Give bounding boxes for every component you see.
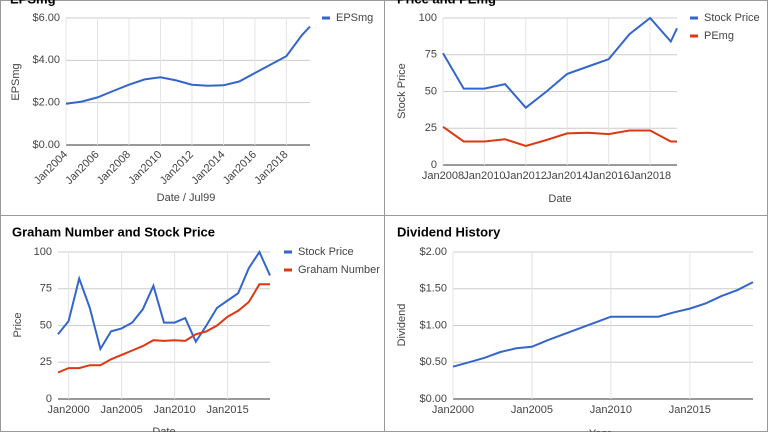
y-axis-title: Dividend (396, 304, 408, 347)
x-tick-label: Jan2000 (432, 404, 474, 416)
series-line (452, 281, 754, 368)
x-tick-label: Jan2012 (505, 170, 547, 182)
y-tick-label: $1.50 (419, 283, 447, 295)
y-tick-label: $0.00 (419, 393, 447, 405)
legend-label: EPSmg (336, 12, 373, 24)
x-tick-label: Jan2010 (590, 404, 632, 416)
legend-label: Stock Price (704, 12, 760, 24)
y-tick-label: 25 (40, 356, 52, 368)
y-axis-title: Price (12, 312, 24, 337)
y-tick-label: $0.50 (419, 356, 447, 368)
x-tick-label: Jan2005 (100, 404, 142, 416)
x-tick-label: Jan2015 (669, 404, 711, 416)
y-tick-label: $6.00 (32, 12, 60, 24)
y-tick-label: $4.00 (32, 54, 60, 66)
y-tick-label: 25 (425, 122, 437, 134)
x-tick-label: Jan2015 (206, 404, 248, 416)
x-tick-label: Jan2014 (546, 170, 588, 182)
series-line (57, 249, 271, 352)
y-tick-label: 50 (425, 85, 437, 97)
y-axis-title: EPSmg (10, 63, 22, 100)
legend-label: Graham Number (298, 264, 380, 276)
y-axis-title: Stock Price (396, 63, 408, 119)
x-tick-label: Jan2010 (463, 170, 505, 182)
x-axis-title: Date (152, 426, 175, 432)
chart-title: Graham Number and Stock Price (12, 224, 215, 239)
series-line (442, 125, 677, 147)
x-tick-label: Jan2018 (629, 170, 671, 182)
x-axis-title: Date / Jul99 (157, 192, 216, 204)
x-axis-title: Year (589, 428, 612, 432)
y-tick-label: 0 (46, 393, 52, 405)
y-tick-label: $2.00 (32, 97, 60, 109)
x-axis-title: Date (548, 193, 571, 205)
x-tick-label: Jan2016 (588, 170, 630, 182)
chart-title: Dividend History (397, 224, 501, 239)
chart-title: Price and PEmg (397, 0, 496, 6)
y-tick-label: $0.00 (32, 139, 60, 151)
y-tick-label: 75 (40, 283, 52, 295)
legend-label: PEmg (704, 30, 734, 42)
x-tick-label: Jan2008 (422, 170, 464, 182)
series-line (65, 25, 311, 105)
chart-title: EPSmg (10, 0, 56, 6)
series-line (442, 16, 678, 110)
legend-label: Stock Price (298, 246, 354, 258)
x-tick-label: Jan2010 (153, 404, 195, 416)
series-line (57, 283, 270, 374)
y-tick-label: 50 (40, 319, 52, 331)
x-tick-label: Jan2005 (511, 404, 553, 416)
y-tick-label: $1.00 (419, 319, 447, 331)
y-tick-label: 100 (419, 12, 437, 24)
y-tick-label: 0 (431, 159, 437, 171)
y-tick-label: 75 (425, 49, 437, 61)
x-tick-label: Jan2000 (47, 404, 89, 416)
y-tick-label: 100 (34, 246, 52, 258)
y-tick-label: $2.00 (419, 246, 447, 258)
